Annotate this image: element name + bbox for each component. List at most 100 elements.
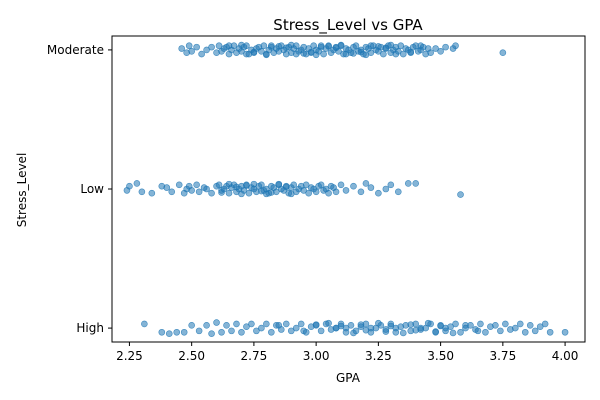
data-point [375,189,382,197]
data-point [516,320,524,328]
data-point [302,181,310,189]
y-tick-label: Low [80,182,104,196]
data-point [457,328,464,336]
data-point [367,42,375,50]
data-point [417,42,424,50]
data-point [442,43,449,51]
data-point [325,319,332,327]
data-point [432,45,439,52]
data-point [392,324,400,332]
data-point [225,189,233,197]
data-point [260,42,268,50]
x-axis: 2.25 2.50 2.75 3.00 3.25 3.50 3.75 4.00 [116,342,578,363]
data-point [287,327,295,335]
data-point [185,42,193,50]
data-point [275,180,283,188]
data-point [195,188,203,196]
x-tick-label: 3.75 [489,349,516,363]
data-point [350,182,357,190]
data-point [225,180,233,188]
data-point [404,180,412,187]
data-point [238,190,245,198]
data-point [317,327,325,335]
data-point [526,322,534,329]
data-point [188,322,195,329]
data-point [268,328,275,336]
data-point [536,323,544,331]
data-point [317,42,325,50]
data-point [497,327,504,335]
data-point [337,181,345,189]
data-point [223,322,230,329]
data-point [417,324,424,332]
data-point [312,188,320,196]
data-point [325,189,332,197]
data-point [168,188,176,196]
data-point [300,187,307,194]
data-point [248,320,255,328]
data-point [357,321,365,328]
y-axis: High Low Moderate [47,43,112,335]
data-point [148,189,156,197]
data-point [375,43,382,50]
data-point [297,320,305,328]
data-point [332,44,340,52]
data-point [521,328,529,336]
data-point [282,44,290,52]
data-point [424,319,432,327]
data-point [292,50,300,58]
data-point [399,329,407,337]
x-axis-label: GPA [336,371,361,385]
data-point [263,320,270,328]
data-point [332,188,340,196]
data-point [332,324,340,332]
data-point [275,43,283,50]
data-point [367,184,375,191]
data-point [387,181,395,189]
data-point [203,46,210,54]
data-point [320,50,327,58]
data-point [163,184,171,191]
data-point [292,324,300,332]
data-point [397,42,405,50]
data-point [208,189,215,197]
data-point [449,329,457,337]
data-point [188,47,195,55]
data-point [350,329,357,337]
data-point [243,323,250,331]
data-point [452,42,459,50]
chart-title: Stress_Level vs GPA [273,16,423,35]
data-point [193,181,200,189]
data-point [452,320,459,328]
x-tick-label: 3.50 [427,349,454,363]
data-point [427,49,434,56]
data-point [350,50,357,57]
data-point [188,187,195,194]
data-point [253,327,260,335]
data-point [342,187,350,194]
data-point [243,50,250,58]
data-point [337,41,345,49]
data-point [126,182,133,190]
data-point [492,322,499,329]
data-point [305,189,312,197]
data-point [482,328,489,336]
data-point [531,327,539,335]
data-point [407,321,415,328]
data-point [245,189,253,197]
data-point [382,185,390,193]
data-point [477,320,484,328]
data-point [203,185,210,193]
data-point [325,43,332,50]
data-point [243,182,250,189]
y-axis-label: Stress_Level [15,153,29,228]
data-point [215,181,223,189]
data-point [362,51,370,59]
data-point [382,328,390,335]
data-point [133,180,141,187]
data-point [432,328,439,335]
data-point [362,180,370,187]
data-point [218,189,225,196]
data-point [561,328,569,336]
points-layer [123,41,569,337]
